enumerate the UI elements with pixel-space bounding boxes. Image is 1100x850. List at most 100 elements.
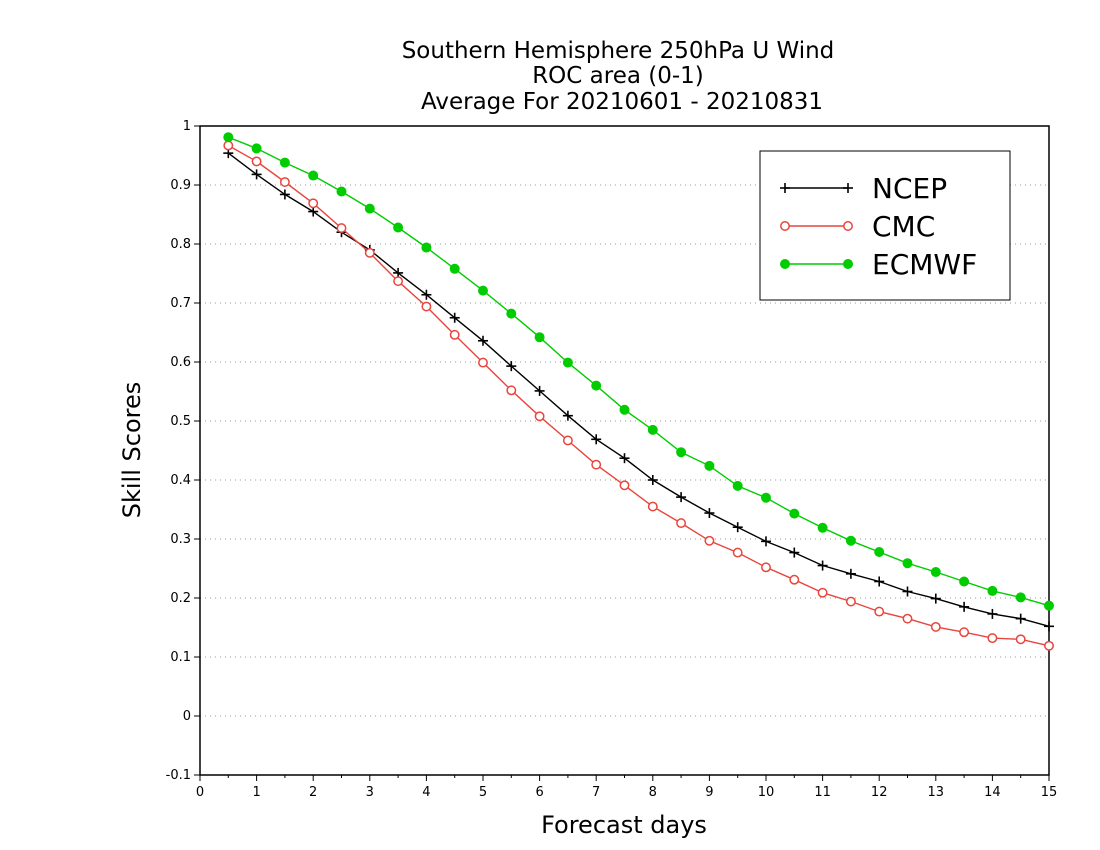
data-point-ncep [591,434,602,445]
data-point-ecmwf [874,546,885,557]
y-tick-label: 0.6 [170,355,191,370]
data-point-ecmwf [902,558,913,569]
data-point-cmc [1015,634,1026,645]
data-point-cmc [562,435,573,446]
series-line-ncep [227,152,1050,627]
data-point-cmc [619,480,630,491]
data-point-ecmwf [562,357,573,368]
data-point-ncep [761,536,771,547]
data-point-ncep [874,576,885,587]
data-point-cmc [902,613,913,624]
data-point-cmc [478,357,488,368]
chart-title-line-3: Average For 20210601 - 20210831 [421,89,823,115]
data-point-ecmwf [987,585,998,596]
series-ecmwf [223,132,1054,611]
chart-title-line-1: Southern Hemisphere 250hPa U Wind [402,38,835,64]
x-tick-label: 14 [984,785,1001,800]
series-lines [223,132,1054,651]
data-point-cmc [704,535,715,546]
data-point-cmc [789,574,800,585]
x-tick-label: 11 [814,785,831,800]
data-point-cmc [591,459,602,470]
data-point-cmc [449,329,460,340]
x-tick-label: 10 [758,785,775,800]
data-point-ncep [449,312,460,323]
legend-marker-cmc [780,221,790,231]
data-point-ecmwf [506,308,517,319]
series-cmc [223,140,1054,651]
data-point-ncep [251,169,262,180]
chart-title-line-2: ROC area (0-1) [532,63,704,89]
legend-marker-ncep [780,183,790,193]
data-point-ncep [562,410,573,421]
x-axis-label: Forecast days [541,811,707,839]
data-point-cmc [1044,640,1054,651]
data-point-cmc [761,562,771,573]
data-point-ncep [817,560,828,571]
data-point-ncep [930,593,941,604]
x-tick-label: 7 [592,785,600,800]
data-point-ecmwf [619,404,630,415]
data-point-cmc [534,411,545,422]
data-point-ncep [789,547,800,558]
x-tick-label: 13 [928,785,945,800]
x-tick-label: 5 [479,785,487,800]
data-point-cmc [364,247,375,258]
legend-label-ecmwf: ECMWF [872,248,977,281]
data-point-ecmwf [449,263,460,274]
data-point-ecmwf [393,222,404,233]
data-point-ecmwf [534,332,545,343]
data-point-ncep [279,189,290,200]
legend-label-ncep: NCEP [872,172,947,205]
y-axis: -0.1 0 0.1 0.2 0.3 0.4 0.5 0.6 0.7 0.8 0.9 1 [166,119,200,783]
x-tick-label: 4 [422,785,430,800]
data-point-cmc [845,596,856,607]
data-point-ncep [478,335,488,346]
y-tick-label: 1 [183,119,191,134]
y-tick-label: 0.9 [170,178,191,193]
data-point-ncep [1015,613,1026,624]
data-point-ncep [704,508,715,519]
data-point-ecmwf [251,143,262,154]
legend-marker-ncep [843,183,853,193]
data-point-ecmwf [1044,600,1054,611]
data-point-ecmwf [704,460,715,471]
data-point-cmc [959,627,970,638]
data-point-ecmwf [959,576,970,587]
data-point-ncep [619,453,630,464]
data-point-ncep [732,522,743,533]
x-tick-label: 9 [705,785,713,800]
data-point-ecmwf [817,522,828,533]
data-point-ecmwf [761,492,771,503]
x-tick-label: 6 [535,785,543,800]
data-point-ecmwf [647,424,658,435]
data-point-cmc [279,177,290,188]
legend-item-ncep: NCEP [780,172,947,205]
x-tick-label: 12 [871,785,888,800]
data-point-cmc [393,276,404,287]
data-point-ecmwf [223,132,234,143]
data-point-cmc [308,198,319,209]
data-point-ncep [421,289,432,300]
data-point-cmc [251,156,262,167]
data-point-ncep [987,608,998,619]
y-tick-label: -0.1 [166,768,191,783]
chart-title: Southern Hemisphere 250hPa U Wind ROC ar… [402,38,835,115]
y-tick-label: 0.8 [170,237,191,252]
data-point-ecmwf [789,508,800,519]
data-point-ecmwf [421,242,432,253]
data-point-ecmwf [732,480,743,491]
data-point-cmc [987,633,998,644]
data-point-cmc [647,501,658,512]
data-point-cmc [421,301,432,312]
y-tick-label: 0.1 [170,650,191,665]
data-point-cmc [223,140,234,151]
x-tick-label: 3 [366,785,374,800]
data-point-ncep [676,492,687,503]
data-point-ncep [506,361,517,372]
y-tick-label: 0.5 [170,414,191,429]
data-point-ncep [534,385,545,396]
y-tick-label: 0.3 [170,532,191,547]
x-axis: 0 1 2 3 4 5 6 7 8 9 10 11 12 13 14 15 [196,775,1057,800]
